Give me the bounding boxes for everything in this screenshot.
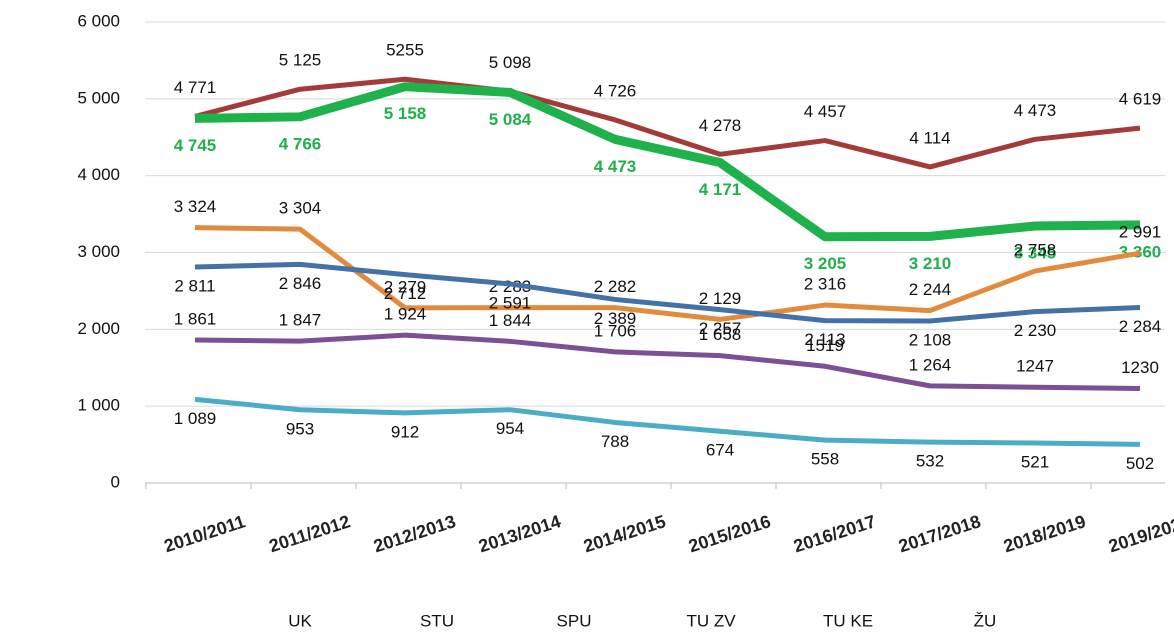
- data-label: 3 205: [804, 254, 847, 273]
- data-label: 1 658: [699, 325, 742, 344]
- data-label: 5 084: [489, 110, 532, 129]
- data-label: 502: [1126, 454, 1154, 473]
- data-label: 4 766: [279, 134, 322, 153]
- data-label: 1 706: [594, 321, 637, 340]
- data-label: 532: [916, 452, 944, 471]
- data-label: 1230: [1121, 358, 1159, 377]
- data-label: 2 991: [1119, 223, 1162, 242]
- y-tick-label: 0: [111, 472, 120, 491]
- data-label: 558: [811, 450, 839, 469]
- data-label: 1247: [1016, 357, 1054, 376]
- data-label: 788: [601, 432, 629, 451]
- data-label: 2 758: [1014, 241, 1057, 260]
- data-label: 4 278: [699, 116, 742, 135]
- data-label: 1 924: [384, 305, 427, 324]
- data-label: 4 171: [699, 180, 742, 199]
- legend-label: TU ZV: [686, 611, 736, 630]
- y-tick-label: 3 000: [77, 242, 120, 261]
- data-label: 1 861: [174, 309, 217, 328]
- x-tick-label: 2019/2020: [1106, 511, 1174, 556]
- data-label: 1 089: [174, 409, 217, 428]
- legend-label: STU: [420, 611, 454, 630]
- data-label: 954: [496, 419, 524, 438]
- series-line: [194, 82, 1141, 242]
- x-tick-label: 2015/2016: [686, 511, 773, 556]
- legend-label: SPU: [557, 611, 592, 630]
- data-label: 953: [286, 419, 314, 438]
- series-line: [194, 261, 1141, 324]
- data-label: 3 360: [1119, 242, 1162, 261]
- x-tick-label: 2017/2018: [896, 511, 983, 556]
- data-label: 5255: [386, 41, 424, 60]
- data-label: 2 244: [909, 280, 952, 299]
- data-label: 2 811: [174, 277, 215, 296]
- data-label: 2 846: [279, 274, 322, 293]
- data-label: 4 457: [804, 102, 847, 121]
- data-label: 1 844: [489, 311, 532, 330]
- data-label: 2 282: [594, 277, 637, 296]
- data-label: 2 284: [1119, 317, 1162, 336]
- series-line: [194, 76, 1141, 170]
- data-label: 2 230: [1014, 321, 1057, 340]
- data-label: 1 264: [909, 355, 952, 374]
- x-tick-label: 2013/2014: [476, 511, 563, 556]
- data-label: 912: [391, 422, 419, 441]
- data-label: 1519: [806, 336, 844, 355]
- data-label: 2 108: [909, 331, 952, 350]
- y-tick-label: 1 000: [77, 396, 120, 415]
- data-label: 2 113: [804, 330, 845, 349]
- data-label: 674: [706, 441, 734, 460]
- data-label: 2 316: [804, 275, 847, 294]
- data-label: 3 345: [1014, 243, 1057, 262]
- legend-label: TU KE: [823, 611, 873, 630]
- data-label: 4 114: [909, 128, 950, 147]
- data-label: 1 847: [279, 311, 322, 330]
- legend-label: UK: [288, 611, 312, 630]
- data-label: 2 129: [699, 289, 742, 308]
- data-label: 521: [1021, 452, 1049, 471]
- x-tick-label: 2012/2013: [371, 511, 458, 556]
- y-tick-label: 5 000: [77, 88, 120, 107]
- data-label: 3 210: [909, 254, 952, 273]
- x-tick-label: 2011/2012: [267, 511, 353, 556]
- data-label: 3 324: [174, 197, 217, 216]
- series-line: [194, 396, 1141, 447]
- data-label: 4 726: [594, 81, 637, 100]
- legend-label: ŽU: [974, 611, 997, 630]
- data-label: 3 304: [279, 199, 322, 218]
- x-tick-label: 2010/2011: [162, 511, 248, 556]
- data-label: 4 473: [1014, 101, 1057, 120]
- data-label: 2 712: [384, 284, 427, 303]
- x-tick-label: 2014/2015: [581, 511, 668, 556]
- data-label: 2 389: [594, 309, 637, 328]
- y-tick-label: 4 000: [77, 165, 120, 184]
- data-label: 2 591: [489, 293, 532, 312]
- data-label: 4 771: [174, 78, 217, 97]
- data-label: 4 745: [174, 136, 217, 155]
- data-label: 2 279: [384, 277, 427, 296]
- y-tick-label: 2 000: [77, 319, 120, 338]
- x-tick-label: 2018/2019: [1001, 511, 1088, 556]
- data-label: 5 125: [279, 51, 322, 70]
- series-line: [194, 332, 1141, 391]
- data-label: 4 619: [1119, 90, 1162, 109]
- data-label: 5 098: [489, 53, 532, 72]
- data-label: 2 257: [699, 319, 742, 338]
- x-tick-label: 2016/2017: [791, 511, 878, 556]
- y-tick-label: 6 000: [77, 11, 120, 30]
- data-label: 4 473: [594, 157, 637, 176]
- data-label: 5 158: [384, 104, 427, 123]
